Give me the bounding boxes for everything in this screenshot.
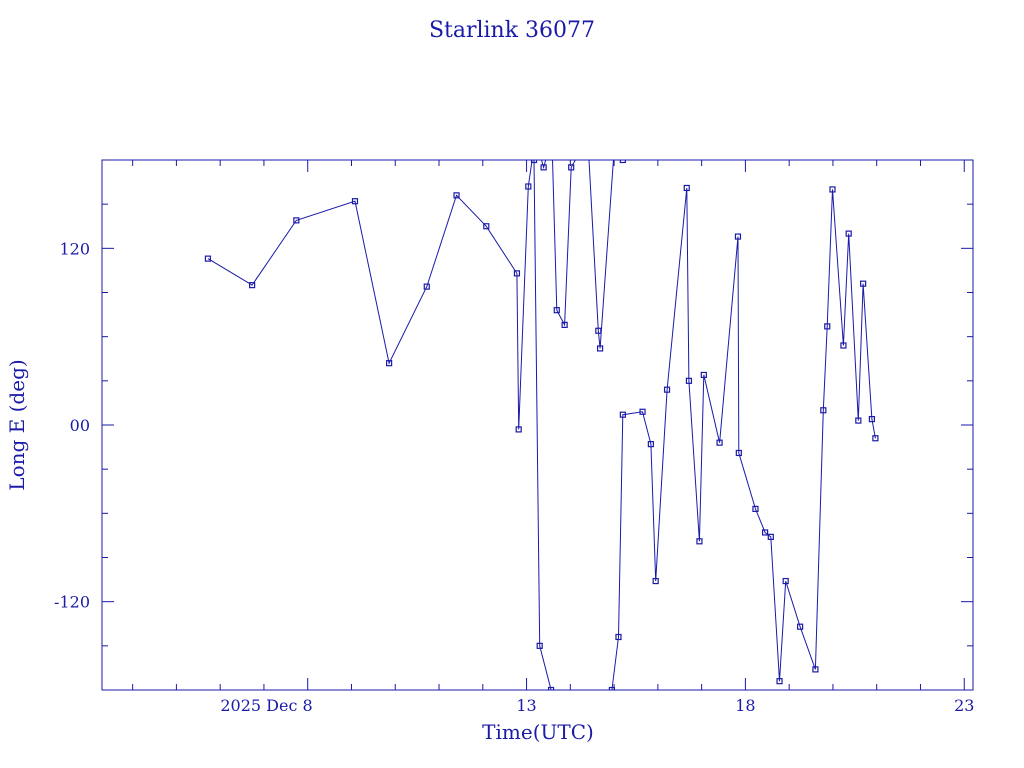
plot-area	[204, 160, 879, 690]
data-point	[351, 198, 359, 205]
chart-title: Starlink 36077	[429, 18, 595, 43]
data-point	[608, 686, 616, 690]
data-point	[685, 377, 693, 384]
data-point	[536, 642, 543, 649]
data-point	[652, 577, 659, 585]
data-point	[453, 192, 460, 199]
data-point	[855, 417, 862, 424]
y-axis-label: Long E (deg)	[5, 359, 29, 490]
data-point	[782, 577, 789, 585]
data-point	[824, 323, 831, 330]
data-point	[845, 230, 852, 237]
data-point	[761, 529, 769, 536]
data-point	[683, 184, 690, 192]
data-point	[386, 360, 393, 367]
data-point	[860, 280, 867, 287]
y-tick-label: -120	[54, 593, 90, 612]
data-point	[596, 345, 604, 352]
data-point	[513, 270, 521, 277]
tick-labels: 2025 Dec 8 13 18 23 120 00 -120	[54, 239, 974, 715]
x-tick-label: 23	[954, 696, 974, 715]
x-tick-label: 2025 Dec 8	[220, 696, 312, 715]
data-point	[204, 255, 212, 262]
data-point	[249, 282, 256, 289]
data-point	[776, 678, 783, 685]
data-point	[553, 307, 560, 314]
data-point	[797, 623, 804, 630]
data-point	[595, 327, 602, 334]
data-point	[767, 533, 774, 540]
data-point	[619, 160, 626, 164]
x-tick-label: 18	[735, 696, 755, 715]
data-point	[872, 435, 879, 442]
data-point	[735, 449, 742, 457]
data-point	[483, 223, 490, 230]
data-point	[829, 186, 836, 193]
series-line	[207, 160, 876, 690]
data-point	[561, 321, 568, 328]
data-point	[696, 538, 703, 545]
x-axis-label: Time(UTC)	[482, 720, 594, 744]
y-tick-label: 120	[59, 239, 90, 258]
data-point	[515, 426, 522, 433]
data-point	[619, 411, 626, 418]
data-point	[530, 160, 538, 164]
series-markers	[204, 160, 879, 690]
data-point	[525, 183, 532, 190]
data-point	[293, 217, 300, 224]
data-point	[752, 505, 759, 513]
data-point	[663, 386, 671, 393]
data-point	[615, 633, 622, 641]
data-point	[540, 164, 547, 171]
data-point	[568, 164, 575, 171]
data-point	[547, 686, 555, 690]
data-point	[820, 407, 827, 414]
data-point	[812, 666, 819, 673]
x-tick-label: 13	[516, 696, 536, 715]
data-point	[639, 408, 646, 415]
data-point	[840, 342, 847, 349]
tick-marks	[102, 160, 973, 690]
y-tick-label: 00	[70, 416, 90, 435]
data-point	[868, 416, 875, 423]
data-point	[423, 283, 430, 290]
data-point	[734, 233, 742, 240]
data-point	[716, 439, 723, 446]
data-point	[647, 441, 654, 448]
data-point	[700, 371, 707, 379]
